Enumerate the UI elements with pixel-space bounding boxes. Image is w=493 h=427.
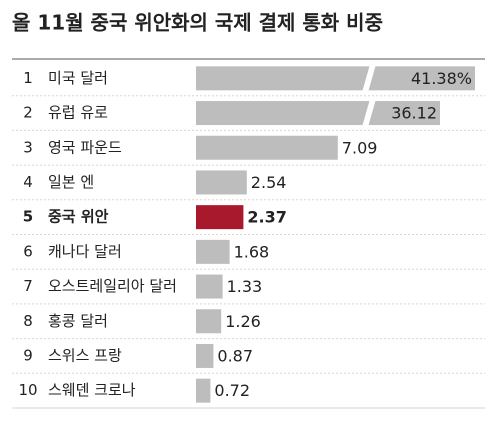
value-label: 7.09 [342,138,378,157]
rank: 3 [23,138,33,156]
value-label: 36.12 [391,104,437,123]
category-label: 스웨덴 크로나 [48,381,136,399]
category-label: 중국 위안 [48,208,109,226]
category-label: 오스트레일리아 달러 [48,277,177,295]
category-label: 홍콩 달러 [48,312,108,330]
bar [196,309,222,334]
bar [196,378,211,403]
category-label: 영국 파운드 [48,138,122,156]
axis-break [362,64,376,93]
rank: 10 [18,381,37,399]
chart-title: 올 11월 중국 위안화의 국제 결제 통화 비중 [12,11,383,35]
bar [196,101,440,126]
value-label: 1.33 [227,277,263,296]
category-label: 캐나다 달러 [48,242,122,260]
rank: 9 [23,346,33,364]
bar [196,343,214,368]
rank: 4 [23,173,33,191]
value-label: 41.38% [411,69,472,88]
bar [196,239,230,264]
category-label: 스위스 프랑 [48,346,122,364]
rank: 1 [23,69,33,87]
bar [196,135,338,160]
rank: 7 [23,277,33,295]
rank: 2 [23,104,33,122]
category-label: 미국 달러 [48,69,108,87]
category-label: 유럽 유로 [48,104,108,122]
axis-break [362,99,376,128]
value-label: 2.37 [247,208,286,227]
value-label: 0.72 [214,381,250,400]
value-label: 0.87 [217,346,253,365]
rank: 6 [23,242,33,260]
value-label: 1.68 [234,242,270,261]
rank: 8 [23,312,33,330]
bar [196,274,223,299]
bar [196,205,244,230]
bar [196,66,475,91]
bar [196,170,247,195]
category-label: 일본 엔 [48,173,94,191]
rank: 5 [23,208,33,226]
value-label: 1.26 [225,312,261,331]
value-label: 2.54 [251,173,287,192]
